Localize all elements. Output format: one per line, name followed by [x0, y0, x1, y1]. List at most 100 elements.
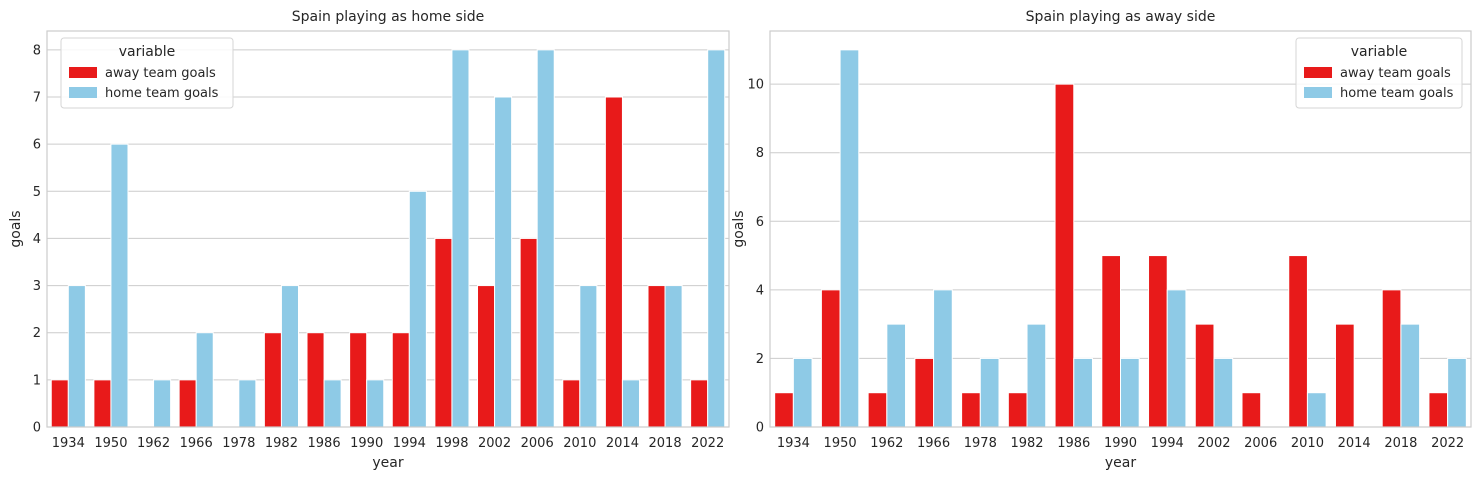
bar: [1400, 323, 1421, 428]
y-tick-label: 0: [756, 421, 764, 436]
x-tick-label: 1994: [393, 436, 426, 451]
bar: [408, 190, 427, 428]
legend-entry: home team goals: [1340, 86, 1454, 101]
x-tick-label: 1990: [1104, 436, 1137, 451]
bar: [1428, 392, 1449, 428]
x-tick-label: 2018: [1384, 436, 1417, 451]
legend-swatch: [69, 87, 97, 98]
bar: [1054, 83, 1075, 428]
bar: [820, 289, 841, 428]
y-tick-label: 4: [33, 232, 41, 247]
bar: [306, 332, 325, 428]
bar: [1241, 392, 1262, 428]
bar: [690, 379, 709, 428]
legend: variable away team goals home team goals: [1295, 37, 1463, 109]
bar: [979, 357, 1000, 428]
legend-box: [60, 37, 234, 109]
x-tick-label: 1950: [824, 436, 857, 451]
x-tick-label: 1962: [137, 436, 170, 451]
bar: [792, 357, 813, 428]
bar: [1073, 357, 1093, 428]
bar: [50, 379, 69, 428]
bar: [195, 332, 214, 428]
y-axis-label: goals: [731, 210, 747, 247]
x-tick-label: 1990: [350, 436, 383, 451]
bar: [839, 49, 860, 428]
x-tick-label: 2006: [1244, 436, 1277, 451]
x-tick-label: 2014: [1338, 436, 1371, 451]
legend: variable away team goals home team goals: [60, 37, 234, 109]
legend-entry: away team goals: [1340, 66, 1451, 81]
x-tick-label: 1982: [1010, 436, 1043, 451]
bar: [774, 392, 794, 428]
legend-entry: home team goals: [105, 86, 219, 101]
bar: [110, 143, 129, 428]
bar: [1381, 289, 1402, 428]
legend-swatch: [1304, 87, 1332, 98]
bar: [67, 285, 86, 428]
legend-title: variable: [1351, 44, 1407, 60]
x-tick-label: 1986: [308, 436, 341, 451]
chart-title: Spain playing as home side: [292, 9, 484, 25]
x-tick-label: 1934: [777, 436, 810, 451]
bar: [562, 379, 581, 428]
x-tick-label: 1998: [435, 436, 468, 451]
bar: [93, 379, 112, 428]
legend-entry: away team goals: [105, 66, 216, 81]
y-tick-label: 6: [756, 215, 764, 230]
y-tick-label: 8: [756, 146, 764, 161]
x-tick-label: 1934: [52, 436, 85, 451]
bar: [519, 237, 538, 428]
x-tick-label: 1978: [222, 436, 255, 451]
bar: [886, 323, 907, 428]
y-tick-label: 8: [33, 43, 41, 58]
legend-swatch: [1304, 67, 1332, 78]
bar: [621, 379, 640, 428]
bar: [961, 392, 981, 428]
bar: [178, 379, 197, 428]
x-axis-label: year: [372, 455, 403, 471]
bar: [1447, 357, 1467, 428]
bar: [664, 285, 683, 428]
bar: [280, 285, 299, 428]
x-tick-label: 2010: [563, 436, 596, 451]
x-tick-label: 1982: [265, 436, 298, 451]
y-tick-label: 7: [33, 91, 41, 106]
y-tick-label: 2: [756, 352, 764, 367]
legend-swatch: [69, 67, 97, 78]
bar: [933, 289, 953, 428]
bar: [477, 285, 496, 428]
bar: [1007, 392, 1028, 428]
bar: [263, 332, 282, 428]
bar: [914, 357, 935, 428]
chart-1: 0 1 2 3 4 5 6 7 8 1934 1950 1962 1966 1978 1982 1986 199…: [8, 9, 730, 471]
bar: [1120, 357, 1140, 428]
x-tick-label: 2018: [649, 436, 682, 451]
x-tick-label: 2010: [1291, 436, 1324, 451]
x-tick-label: 2014: [606, 436, 639, 451]
x-tick-label: 2002: [1197, 436, 1230, 451]
x-tick-label: 1986: [1057, 436, 1090, 451]
x-tick-label: 1978: [964, 436, 997, 451]
x-tick-label: 2006: [521, 436, 554, 451]
legend-title: variable: [119, 44, 175, 60]
bar: [323, 379, 342, 428]
x-tick-label: 1950: [94, 436, 127, 451]
bar: [434, 237, 453, 428]
axes-frame: [46, 30, 730, 428]
chart-title: Spain playing as away side: [1026, 9, 1216, 25]
x-tick-label: 2002: [478, 436, 511, 451]
bar: [366, 379, 385, 428]
bar: [238, 379, 257, 428]
y-tick-label: 5: [33, 185, 41, 200]
bar: [1148, 255, 1168, 428]
x-tick-label: 2022: [1431, 436, 1464, 451]
bar: [867, 392, 888, 428]
bar: [349, 332, 368, 428]
bar: [1166, 289, 1187, 428]
legend-box: [1295, 37, 1463, 109]
y-tick-label: 10: [747, 78, 764, 93]
y-tick-label: 4: [756, 283, 764, 298]
bar: [1026, 323, 1047, 428]
y-tick-label: 6: [33, 138, 41, 153]
